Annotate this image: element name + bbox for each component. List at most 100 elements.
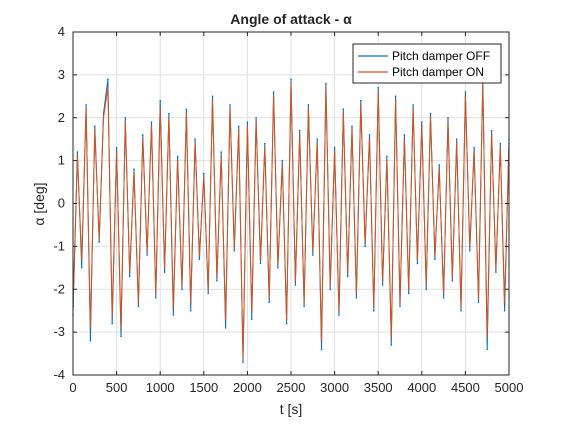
data-point xyxy=(146,249,148,252)
data-point xyxy=(137,305,140,308)
data-point xyxy=(277,267,279,269)
data-point xyxy=(194,138,196,140)
data-point xyxy=(168,117,170,119)
data-point xyxy=(364,241,366,243)
y-tick-label-3: 3 xyxy=(58,67,65,82)
data-point xyxy=(473,147,475,149)
data-point xyxy=(469,245,471,248)
data-point xyxy=(294,284,297,286)
data-point xyxy=(259,262,262,265)
data-point xyxy=(207,292,209,295)
data-point xyxy=(203,177,205,179)
data-point xyxy=(298,129,301,132)
data-point xyxy=(464,91,467,93)
data-point xyxy=(255,121,257,123)
data-point xyxy=(107,78,109,80)
data-point xyxy=(399,301,401,303)
data-point xyxy=(124,117,127,119)
data-point xyxy=(416,262,419,265)
data-point xyxy=(316,142,319,145)
data-point xyxy=(381,279,384,282)
data-point xyxy=(189,309,192,312)
data-point xyxy=(242,361,244,363)
data-point xyxy=(181,284,183,286)
data-point xyxy=(499,142,502,145)
data-point xyxy=(307,104,310,106)
data-point xyxy=(464,95,467,98)
data-point xyxy=(259,258,262,261)
data-point xyxy=(421,121,423,123)
data-point xyxy=(429,112,432,115)
data-point xyxy=(89,327,92,329)
data-point xyxy=(102,117,105,119)
data-point xyxy=(477,297,480,299)
data-point xyxy=(355,292,358,295)
data-point xyxy=(338,314,340,316)
data-point xyxy=(447,121,449,123)
data-point xyxy=(447,117,449,119)
data-point xyxy=(94,125,96,128)
data-point xyxy=(438,168,441,170)
data-point xyxy=(381,284,384,286)
data-point xyxy=(264,147,266,149)
data-point xyxy=(216,279,218,282)
data-point xyxy=(373,309,375,312)
data-point xyxy=(412,104,414,106)
data-point xyxy=(133,172,135,175)
data-point xyxy=(407,292,410,295)
data-point xyxy=(111,322,113,325)
data-point xyxy=(438,164,441,166)
data-point xyxy=(150,121,153,123)
data-point xyxy=(312,249,314,252)
x-tick-label-1000: 1000 xyxy=(146,380,175,395)
data-point xyxy=(137,301,140,303)
data-point xyxy=(80,258,83,261)
data-point xyxy=(403,138,406,140)
data-point xyxy=(394,95,397,98)
data-point xyxy=(320,339,323,342)
data-point xyxy=(237,125,240,128)
data-point xyxy=(473,151,475,153)
data-point xyxy=(455,142,458,145)
data-point xyxy=(211,99,214,102)
data-point xyxy=(490,134,493,136)
data-point xyxy=(434,258,436,261)
tick-labels: 0 500 1000 1500 2000 2500 3000 3500 4000 4500 5000… xyxy=(53,24,523,395)
data-point xyxy=(146,254,148,256)
data-point xyxy=(233,249,236,252)
data-point xyxy=(373,305,375,308)
data-point xyxy=(216,275,218,278)
data-point xyxy=(185,112,188,115)
data-point xyxy=(246,125,249,128)
data-point xyxy=(442,297,445,299)
y-tick-label-1: 1 xyxy=(58,153,65,168)
data-point xyxy=(386,155,388,158)
data-point xyxy=(80,267,83,269)
data-point xyxy=(255,117,257,119)
x-tick-label-1500: 1500 xyxy=(189,380,218,395)
data-point xyxy=(85,104,87,106)
data-point xyxy=(198,258,201,261)
y-tick-label-2: 2 xyxy=(58,110,65,125)
data-point xyxy=(229,108,231,110)
y-tick-label--4: -4 xyxy=(53,367,65,382)
data-point xyxy=(346,275,349,278)
data-point xyxy=(455,138,458,140)
data-point xyxy=(120,335,122,338)
series-1 xyxy=(72,82,510,359)
data-point xyxy=(264,142,266,145)
y-tick-label--1: -1 xyxy=(53,238,65,253)
data-point xyxy=(268,301,271,303)
data-point xyxy=(460,305,462,308)
x-axis-label: t [s] xyxy=(280,401,303,417)
y-tick-label-4: 4 xyxy=(58,24,65,39)
data-point xyxy=(159,99,161,102)
series-layer xyxy=(72,78,510,363)
data-point xyxy=(107,86,109,89)
data-point xyxy=(364,245,366,248)
data-point xyxy=(124,121,127,123)
data-point xyxy=(272,91,275,93)
data-point xyxy=(390,344,393,346)
data-point xyxy=(233,245,236,248)
